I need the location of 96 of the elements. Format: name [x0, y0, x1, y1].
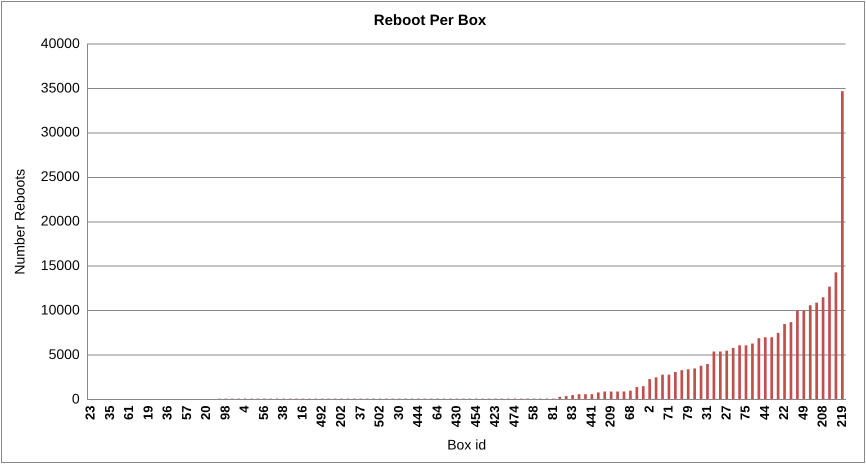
bar — [790, 322, 792, 400]
x-tick-label: 492 — [314, 406, 329, 428]
x-tick-label: 208 — [814, 406, 830, 428]
bar — [738, 345, 741, 400]
y-tick-label: 15000 — [40, 257, 80, 274]
x-tick-label: 23 — [82, 406, 98, 420]
x-tick-label: 44 — [756, 404, 772, 420]
x-tick-label: 98 — [217, 406, 232, 420]
x-tick-label: 37 — [352, 406, 368, 420]
x-tick-label: 79 — [680, 406, 695, 420]
y-axis-title: Number Reboots — [11, 168, 28, 275]
bar — [712, 352, 716, 400]
bar — [744, 345, 748, 400]
bar — [635, 387, 638, 400]
y-tick-label: 5000 — [48, 346, 80, 362]
x-tick-label: 49 — [795, 406, 810, 420]
x-tick-label: 202 — [332, 406, 348, 428]
bar — [815, 302, 818, 400]
x-axis-title: Box id — [447, 436, 486, 452]
x-tick-label: 27 — [718, 406, 734, 420]
bar — [571, 395, 574, 400]
y-tick-label: 10000 — [40, 301, 80, 318]
bar — [822, 297, 824, 400]
bar — [706, 364, 709, 400]
bar — [661, 374, 664, 400]
bar — [808, 305, 812, 400]
x-tick-label: 35 — [102, 406, 117, 420]
bar — [642, 386, 645, 400]
x-tick-label: 64 — [429, 404, 444, 420]
bar — [578, 394, 580, 400]
bar — [751, 344, 754, 400]
x-tick-label: 61 — [121, 406, 136, 420]
bar — [686, 369, 690, 400]
bar — [834, 272, 838, 400]
x-tick-label: 36 — [160, 406, 175, 420]
x-tick-label: 81 — [544, 406, 560, 420]
chart-title: Reboot Per Box — [374, 12, 487, 30]
bar — [783, 324, 786, 400]
x-tick-label: 2 — [641, 406, 656, 413]
x-tick-label: 58 — [526, 406, 541, 420]
y-tick-label: 25000 — [40, 168, 80, 184]
bar — [610, 392, 612, 400]
x-tick-label: 68 — [622, 406, 637, 420]
x-tick-label: 30 — [390, 406, 406, 420]
bar — [584, 394, 587, 400]
y-tick-label: 35000 — [40, 79, 80, 96]
x-tick-label: 219 — [834, 406, 849, 428]
bar — [680, 370, 684, 400]
y-tick-label: 30000 — [40, 124, 80, 140]
bar — [732, 348, 735, 400]
x-tick-label: 56 — [256, 406, 271, 420]
x-tick-label: 474 — [506, 404, 522, 428]
bar — [718, 352, 722, 400]
bar — [764, 337, 767, 400]
bar — [629, 390, 632, 400]
bar — [596, 392, 600, 400]
bar — [841, 91, 844, 400]
bar — [622, 392, 626, 400]
x-tick-label: 22 — [776, 406, 792, 420]
bar — [590, 394, 594, 400]
x-tick-label: 444 — [410, 404, 426, 428]
bar — [802, 310, 806, 400]
bar — [776, 332, 780, 400]
x-tick-label: 423 — [487, 406, 502, 428]
bar — [648, 379, 652, 400]
x-tick-label: 4 — [236, 404, 252, 413]
bar — [616, 392, 619, 400]
x-tick-label: 19 — [140, 406, 156, 420]
x-tick-label: 441 — [583, 406, 598, 428]
x-tick-label: 20 — [198, 406, 214, 420]
x-tick-label: 209 — [602, 406, 618, 428]
x-tick-label: 71 — [660, 406, 676, 420]
x-tick-label: 16 — [294, 406, 310, 420]
bar — [693, 368, 696, 400]
x-tick-label: 430 — [448, 406, 464, 428]
y-tick-label: 0 — [72, 390, 80, 406]
x-tick-label: 31 — [699, 406, 714, 420]
bar — [603, 392, 606, 400]
bar — [796, 310, 799, 400]
bar — [828, 286, 831, 400]
x-tick-label: 38 — [275, 406, 290, 420]
bar — [564, 396, 568, 400]
y-tick-label: 20000 — [40, 212, 80, 229]
y-tick-label: 40000 — [40, 34, 80, 51]
bar — [668, 374, 670, 400]
x-tick-label: 83 — [564, 406, 580, 420]
x-tick-label: 75 — [738, 406, 753, 420]
bar — [700, 366, 702, 400]
x-tick-label: 454 — [468, 404, 483, 428]
x-tick-label: 502 — [372, 406, 387, 428]
bar — [758, 338, 760, 400]
x-tick-label: 57 — [178, 406, 194, 420]
bar — [725, 350, 728, 400]
bar — [674, 372, 677, 400]
bar — [770, 337, 774, 400]
bar — [654, 377, 658, 400]
